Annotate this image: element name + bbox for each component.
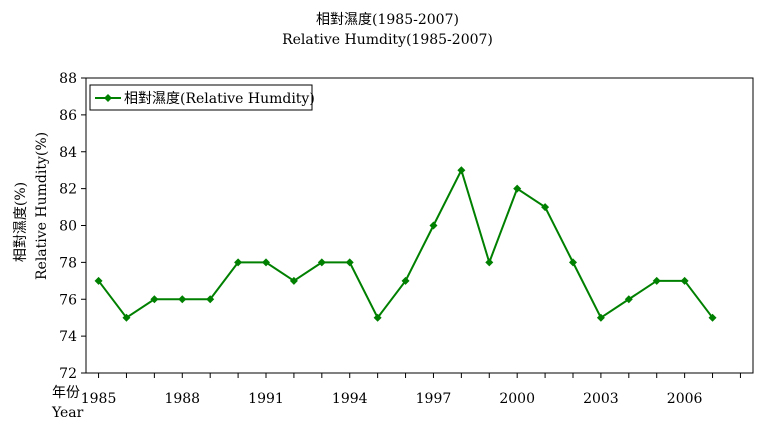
data-point	[289, 276, 298, 285]
data-point	[513, 184, 522, 193]
x-tick-label: 2006	[667, 391, 703, 407]
data-point	[680, 276, 689, 285]
y-tick-label: 84	[59, 145, 77, 161]
plot-area	[85, 77, 754, 374]
data-point	[122, 313, 131, 322]
legend: 相對濕度(Relative Humdity)	[89, 84, 315, 111]
data-point	[373, 313, 382, 322]
y-tick-label: 78	[59, 255, 77, 271]
data-point	[345, 258, 354, 267]
data-point	[568, 258, 577, 267]
data-point	[652, 276, 661, 285]
data-point	[596, 313, 605, 322]
legend-marker	[104, 94, 112, 102]
data-point	[541, 203, 550, 212]
y-tick-label: 74	[59, 329, 77, 345]
data-point	[429, 221, 438, 230]
data-point	[624, 295, 633, 304]
series-line	[97, 167, 714, 320]
data-point	[485, 258, 494, 267]
x-axis: 1985 1988 1991 1994 1997 2000 2003 2006	[81, 373, 741, 407]
x-tick-label: 2003	[583, 391, 619, 407]
data-point	[234, 258, 243, 267]
x-axis-label-en: Year	[52, 405, 84, 421]
x-axis-label: 年份 Year	[52, 383, 83, 423]
data-point	[262, 258, 271, 267]
y-tick-label: 86	[59, 108, 77, 124]
x-tick-label: 1994	[332, 391, 368, 407]
legend-label: 相對濕度(Relative Humdity)	[124, 91, 315, 107]
x-axis-label-zh: 年份	[52, 385, 80, 401]
data-point	[150, 295, 159, 304]
data-point	[317, 258, 326, 267]
y-tick-label: 82	[59, 182, 77, 198]
data-point	[94, 276, 103, 285]
y-axis: 72 74 76 78 80 82 84 86 88	[59, 71, 86, 382]
chart-title-block: 相對濕度(1985-2007) Relative Humdity(1985-20…	[0, 10, 775, 50]
y-tick-label: 80	[59, 219, 77, 235]
x-tick-label: 1985	[81, 391, 117, 407]
data-point	[457, 166, 466, 175]
legend-box	[89, 84, 313, 111]
x-tick-label: 1991	[248, 391, 284, 407]
y-tick-label: 88	[59, 71, 77, 87]
data-point	[206, 295, 215, 304]
data-point	[708, 313, 717, 322]
series-layer	[94, 166, 717, 322]
y-tick-label: 72	[59, 366, 77, 382]
x-tick-label: 2000	[499, 391, 535, 407]
y-tick-label: 76	[59, 292, 77, 308]
data-point	[178, 295, 187, 304]
data-point	[401, 276, 410, 285]
x-tick-label: 1997	[416, 391, 452, 407]
chart-subtitle: Relative Humdity(1985-2007)	[282, 32, 493, 48]
chart-title: 相對濕度(1985-2007)	[316, 12, 459, 28]
x-tick-label: 1988	[164, 391, 200, 407]
